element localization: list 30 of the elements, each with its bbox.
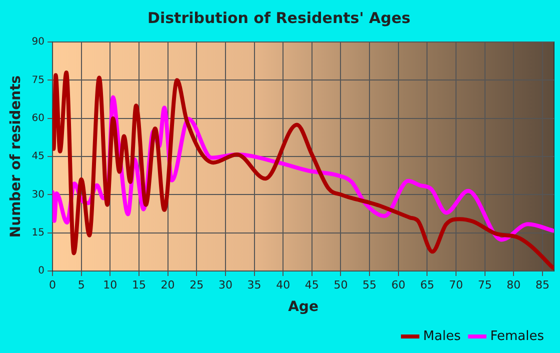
y-tick-label: 60 xyxy=(32,112,45,124)
x-tick-label: 15 xyxy=(132,278,146,292)
x-tick-label: 0 xyxy=(49,278,56,292)
x-tick-label: 55 xyxy=(362,278,377,292)
x-tick-label: 75 xyxy=(478,278,492,292)
y-tick-label: 30 xyxy=(32,189,45,200)
x-tick-label: 45 xyxy=(304,278,319,292)
x-tick-label: 70 xyxy=(449,278,464,292)
y-axis-title: Number of residents xyxy=(8,75,24,238)
x-tick-label: 65 xyxy=(420,278,434,292)
x-tick-label: 20 xyxy=(160,278,175,292)
x-tick-label: 40 xyxy=(276,278,290,292)
x-axis-title: Age xyxy=(288,299,318,316)
y-tick-label: 15 xyxy=(32,227,45,238)
x-tick-label: 5 xyxy=(78,278,85,292)
x-tick-label: 25 xyxy=(190,278,204,292)
x-tick-label: 85 xyxy=(535,278,550,292)
x-tick-label: 30 xyxy=(218,278,232,292)
y-tick-label: 75 xyxy=(32,74,45,86)
y-tick-label: 0 xyxy=(38,266,45,277)
x-tick-label: 80 xyxy=(506,278,521,292)
legend-label: Females xyxy=(490,328,544,344)
x-tick-label: 60 xyxy=(391,278,406,292)
y-tick-label: 90 xyxy=(32,36,45,48)
y-tick-label: 45 xyxy=(32,151,45,162)
x-tick-label: 50 xyxy=(334,278,348,292)
legend-label: Males xyxy=(423,328,461,344)
x-tick-label: 35 xyxy=(247,278,262,292)
x-tick-label: 10 xyxy=(103,278,118,292)
chart-title: Distribution of Residents' Ages xyxy=(148,8,411,27)
